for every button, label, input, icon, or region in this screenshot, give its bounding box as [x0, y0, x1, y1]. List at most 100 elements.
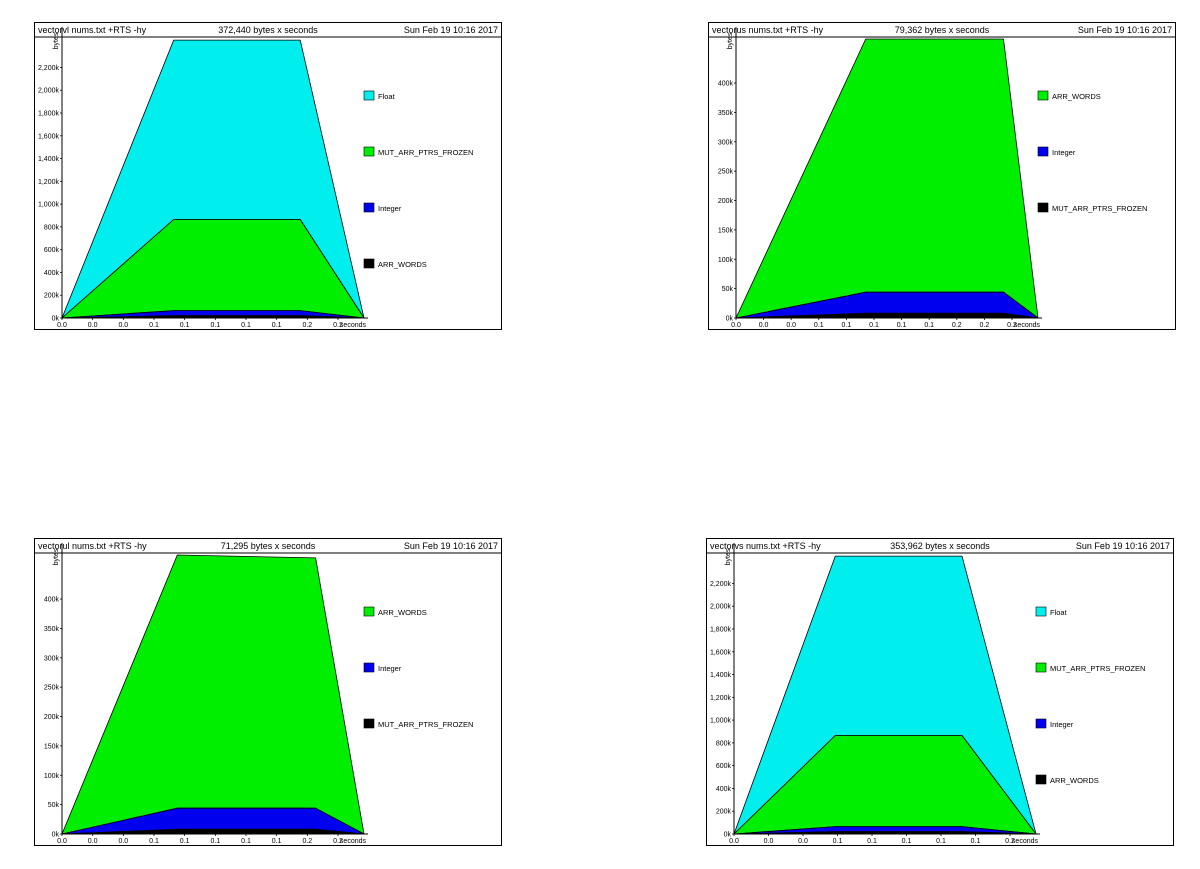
y-tick-label: 400k	[718, 81, 734, 88]
y-tick-label: 400k	[716, 786, 732, 793]
y-tick-label: 1,400k	[38, 156, 60, 163]
x-tick-label: 0.0	[798, 838, 808, 845]
legend-swatch-mut-arr-ptrs-frozen	[363, 146, 375, 157]
legend-label-integer: Integer	[378, 664, 402, 673]
y-tick-label: 400k	[44, 597, 60, 604]
y-axis-label: bytes	[53, 32, 60, 49]
y-tick-label: 150k	[718, 227, 734, 234]
x-tick-label: 0.1	[210, 322, 220, 329]
y-tick-label: 350k	[44, 626, 60, 633]
y-axis-label: bytes	[727, 32, 734, 49]
legend-swatch-arr-words	[1035, 774, 1047, 785]
y-axis-label: bytes	[725, 548, 732, 565]
x-tick-label: 0.1	[241, 322, 251, 329]
header-total: 372,440 bytes x seconds	[218, 25, 318, 35]
header-date: Sun Feb 19 10:16 2017	[1076, 541, 1170, 551]
x-tick-label: 0.2	[1007, 322, 1017, 329]
x-tick-label: 0.2	[952, 322, 962, 329]
legend-swatch-integer	[363, 202, 375, 213]
legend-label-float: Float	[1050, 608, 1068, 617]
y-tick-label: 1,800k	[710, 627, 732, 634]
header-program: vectorus nums.txt +RTS -hy	[712, 25, 824, 35]
y-tick-label: 200k	[716, 809, 732, 816]
x-tick-label: 0.0	[764, 838, 774, 845]
x-tick-label: 0.0	[729, 838, 739, 845]
legend-swatch-integer	[1037, 146, 1049, 157]
header-program: vectorvl nums.txt +RTS -hy	[38, 25, 147, 35]
x-tick-label: 0.1	[971, 838, 981, 845]
x-tick-label: 0.0	[731, 322, 741, 329]
x-tick-label: 0.1	[867, 838, 877, 845]
y-tick-label: 1,000k	[710, 718, 732, 725]
legend-label-arr-words: ARR_WORDS	[1052, 92, 1101, 101]
header-date: Sun Feb 19 10:16 2017	[404, 25, 498, 35]
legend-label-integer: Integer	[378, 204, 402, 213]
x-axis-label: seconds	[340, 322, 367, 329]
x-tick-label: 0.0	[88, 322, 98, 329]
y-tick-label: 350k	[718, 110, 734, 117]
y-tick-label: 250k	[44, 685, 60, 692]
x-tick-label: 0.2	[333, 322, 343, 329]
legend-swatch-integer	[1035, 718, 1047, 729]
legend-swatch-float	[363, 90, 375, 101]
x-tick-label: 0.1	[814, 322, 824, 329]
chart-svg: vectorvl nums.txt +RTS -hy 372,440 bytes …	[34, 22, 502, 330]
legend-label-mut-arr-ptrs-frozen: MUT_ARR_PTRS_FROZEN	[1052, 204, 1147, 213]
x-axis-label: seconds	[1012, 838, 1039, 845]
header-total: 353,962 bytes x seconds	[890, 541, 990, 551]
x-tick-label: 0.1	[897, 322, 907, 329]
legend-label-mut-arr-ptrs-frozen: MUT_ARR_PTRS_FROZEN	[378, 148, 473, 157]
legend-swatch-mut-arr-ptrs-frozen	[1035, 662, 1047, 673]
y-tick-label: 2,200k	[710, 581, 732, 588]
x-tick-label: 0.0	[57, 838, 67, 845]
x-tick-label: 0.1	[936, 838, 946, 845]
x-axis-label: seconds	[340, 838, 367, 845]
x-tick-label: 0.1	[272, 838, 282, 845]
x-tick-label: 0.1	[902, 838, 912, 845]
x-tick-label: 0.1	[833, 838, 843, 845]
legend-swatch-mut-arr-ptrs-frozen	[363, 718, 375, 729]
x-tick-label: 0.0	[759, 322, 769, 329]
x-tick-label: 0.1	[149, 838, 159, 845]
y-tick-label: 600k	[44, 247, 60, 254]
x-tick-label: 0.0	[786, 322, 796, 329]
header-date: Sun Feb 19 10:16 2017	[404, 541, 498, 551]
y-tick-label: 1,600k	[710, 649, 732, 656]
y-tick-label: 1,200k	[710, 695, 732, 702]
y-tick-label: 1,200k	[38, 179, 60, 186]
y-tick-label: 200k	[718, 198, 734, 205]
chart-svg: vectorul nums.txt +RTS -hy 71,295 bytes x…	[34, 538, 502, 846]
y-tick-label: 150k	[44, 743, 60, 750]
y-tick-label: 250k	[718, 169, 734, 176]
x-tick-label: 0.0	[57, 322, 67, 329]
y-tick-label: 1,400k	[710, 672, 732, 679]
y-tick-label: 2,000k	[710, 604, 732, 611]
chart-svg: vectorus nums.txt +RTS -hy 79,362 bytes x…	[708, 22, 1176, 330]
legend-label-arr-words: ARR_WORDS	[378, 260, 427, 269]
y-tick-label: 800k	[716, 740, 732, 747]
x-tick-label: 0.1	[869, 322, 879, 329]
y-tick-label: 100k	[44, 773, 60, 780]
y-tick-label: 300k	[718, 139, 734, 146]
y-tick-label: 400k	[44, 270, 60, 277]
header-total: 71,295 bytes x seconds	[221, 541, 316, 551]
x-tick-label: 0.2	[1005, 838, 1015, 845]
y-tick-label: 50k	[722, 286, 734, 293]
x-tick-label: 0.2	[302, 322, 312, 329]
legend-swatch-mut-arr-ptrs-frozen	[1037, 202, 1049, 213]
legend-label-mut-arr-ptrs-frozen: MUT_ARR_PTRS_FROZEN	[1050, 664, 1145, 673]
header-program: vectorul nums.txt +RTS -hy	[38, 541, 147, 551]
y-tick-label: 800k	[44, 224, 60, 231]
y-tick-label: 0k	[52, 832, 60, 839]
legend-label-integer: Integer	[1052, 148, 1076, 157]
header-total: 79,362 bytes x seconds	[895, 25, 990, 35]
x-tick-label: 0.0	[118, 838, 128, 845]
y-tick-label: 600k	[716, 763, 732, 770]
y-tick-label: 100k	[718, 257, 734, 264]
y-tick-label: 0k	[726, 316, 734, 323]
legend-swatch-arr-words	[363, 606, 375, 617]
y-tick-label: 2,200k	[38, 65, 60, 72]
legend-label-float: Float	[378, 92, 396, 101]
y-tick-label: 200k	[44, 293, 60, 300]
legend-swatch-arr-words	[1037, 90, 1049, 101]
